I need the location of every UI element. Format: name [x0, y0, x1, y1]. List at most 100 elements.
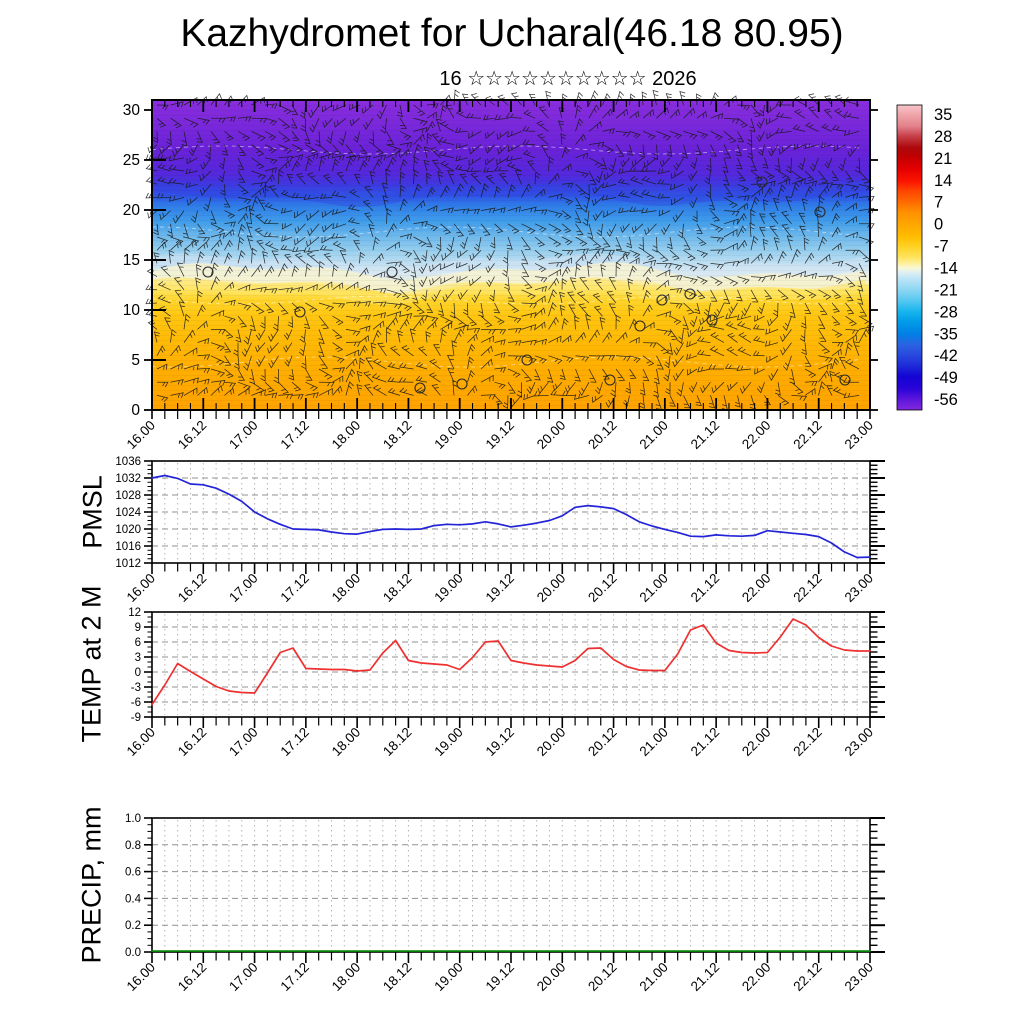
svg-text:17.00: 17.00 — [226, 418, 261, 453]
svg-text:17.00: 17.00 — [226, 725, 261, 760]
svg-text:1012: 1012 — [115, 558, 141, 570]
svg-text:19.00: 19.00 — [431, 571, 466, 606]
svg-text:21.12: 21.12 — [688, 960, 723, 995]
svg-text:22.00: 22.00 — [739, 960, 774, 995]
svg-text:17.12: 17.12 — [277, 571, 312, 606]
svg-text:22.00: 22.00 — [739, 418, 774, 453]
svg-text:17.00: 17.00 — [226, 571, 261, 606]
svg-text:16.00: 16.00 — [124, 725, 159, 760]
svg-text:0.2: 0.2 — [125, 920, 141, 932]
svg-text:21.12: 21.12 — [688, 725, 723, 760]
svg-text:18.00: 18.00 — [329, 960, 364, 995]
svg-text:23.00: 23.00 — [842, 960, 877, 995]
svg-text:14: 14 — [934, 172, 952, 190]
svg-text:21.00: 21.00 — [636, 418, 671, 453]
svg-text:18.12: 18.12 — [380, 418, 415, 453]
svg-text:-14: -14 — [934, 260, 958, 278]
svg-text:17.00: 17.00 — [226, 960, 261, 995]
svg-text:18.00: 18.00 — [329, 571, 364, 606]
svg-text:16.12: 16.12 — [175, 725, 210, 760]
pmsl-axis-label: PMSL — [77, 475, 108, 549]
svg-text:18.00: 18.00 — [329, 418, 364, 453]
svg-text:5: 5 — [131, 352, 140, 369]
svg-text:18.12: 18.12 — [380, 725, 415, 760]
svg-text:-21: -21 — [934, 281, 958, 299]
svg-text:20: 20 — [123, 202, 141, 219]
svg-text:22.12: 22.12 — [790, 725, 825, 760]
svg-text:23.00: 23.00 — [842, 418, 877, 453]
svg-text:15: 15 — [123, 252, 140, 269]
svg-text:20.12: 20.12 — [585, 571, 620, 606]
svg-text:19.12: 19.12 — [483, 960, 518, 995]
temp-axis-label: TEMP at 2 M — [76, 585, 107, 743]
svg-text:1024: 1024 — [115, 507, 141, 519]
svg-text:-6: -6 — [131, 697, 141, 709]
svg-text:0.8: 0.8 — [125, 840, 141, 852]
svg-text:0.0: 0.0 — [125, 947, 141, 959]
svg-text:21.00: 21.00 — [636, 571, 671, 606]
svg-text:35: 35 — [934, 106, 952, 124]
svg-text:1020: 1020 — [115, 524, 141, 536]
svg-text:22.12: 22.12 — [790, 418, 825, 453]
svg-text:-9: -9 — [131, 712, 141, 724]
svg-text:22.00: 22.00 — [739, 571, 774, 606]
svg-text:6: 6 — [135, 637, 141, 649]
svg-text:18.00: 18.00 — [329, 725, 364, 760]
svg-text:-7: -7 — [934, 238, 949, 256]
svg-text:9: 9 — [135, 622, 141, 634]
svg-text:1032: 1032 — [115, 473, 141, 485]
svg-text:22.12: 22.12 — [790, 571, 825, 606]
svg-text:7: 7 — [934, 194, 943, 212]
svg-text:16.12: 16.12 — [175, 418, 210, 453]
svg-text:16.12: 16.12 — [175, 571, 210, 606]
svg-text:21.12: 21.12 — [688, 571, 723, 606]
svg-text:17.12: 17.12 — [277, 725, 312, 760]
svg-text:17.12: 17.12 — [277, 418, 312, 453]
svg-text:19.12: 19.12 — [483, 418, 518, 453]
svg-text:-3: -3 — [131, 682, 141, 694]
svg-text:22.00: 22.00 — [739, 725, 774, 760]
svg-text:23.00: 23.00 — [842, 725, 877, 760]
svg-text:16.00: 16.00 — [124, 418, 159, 453]
svg-text:19.00: 19.00 — [431, 725, 466, 760]
svg-text:10: 10 — [123, 302, 141, 319]
svg-text:3: 3 — [135, 652, 141, 664]
svg-text:22.12: 22.12 — [790, 960, 825, 995]
precip-axis-label: PRECIP, mm — [76, 806, 107, 964]
svg-text:20.00: 20.00 — [534, 571, 569, 606]
svg-text:16.00: 16.00 — [124, 571, 159, 606]
svg-text:0: 0 — [934, 216, 943, 234]
svg-text:0.4: 0.4 — [125, 893, 142, 905]
svg-text:20.12: 20.12 — [585, 725, 620, 760]
svg-text:21.00: 21.00 — [636, 725, 671, 760]
svg-text:21: 21 — [934, 150, 952, 168]
svg-text:18.12: 18.12 — [380, 960, 415, 995]
svg-text:19.12: 19.12 — [483, 571, 518, 606]
svg-text:-56: -56 — [934, 391, 958, 409]
svg-text:28: 28 — [934, 128, 952, 146]
svg-text:1016: 1016 — [115, 541, 141, 553]
svg-text:12: 12 — [128, 607, 141, 619]
svg-text:18.12: 18.12 — [380, 571, 415, 606]
svg-text:1036: 1036 — [115, 456, 141, 468]
svg-text:20.00: 20.00 — [534, 418, 569, 453]
page-title: Kazhydromet for Ucharal(46.18 80.95) — [180, 12, 844, 55]
svg-text:19.00: 19.00 — [431, 418, 466, 453]
svg-text:19.00: 19.00 — [431, 960, 466, 995]
svg-text:20.00: 20.00 — [534, 960, 569, 995]
svg-text:20.12: 20.12 — [585, 960, 620, 995]
svg-text:20.00: 20.00 — [534, 725, 569, 760]
svg-text:-28: -28 — [934, 303, 958, 321]
svg-text:21.12: 21.12 — [688, 418, 723, 453]
svg-text:-42: -42 — [934, 347, 958, 365]
svg-text:21.00: 21.00 — [636, 960, 671, 995]
svg-text:23.00: 23.00 — [842, 571, 877, 606]
svg-text:-35: -35 — [934, 325, 958, 343]
svg-text:19.12: 19.12 — [483, 725, 518, 760]
svg-text:16.12: 16.12 — [175, 960, 210, 995]
svg-text:17.12: 17.12 — [277, 960, 312, 995]
svg-text:16.00: 16.00 — [124, 960, 159, 995]
svg-text:1028: 1028 — [115, 490, 141, 502]
